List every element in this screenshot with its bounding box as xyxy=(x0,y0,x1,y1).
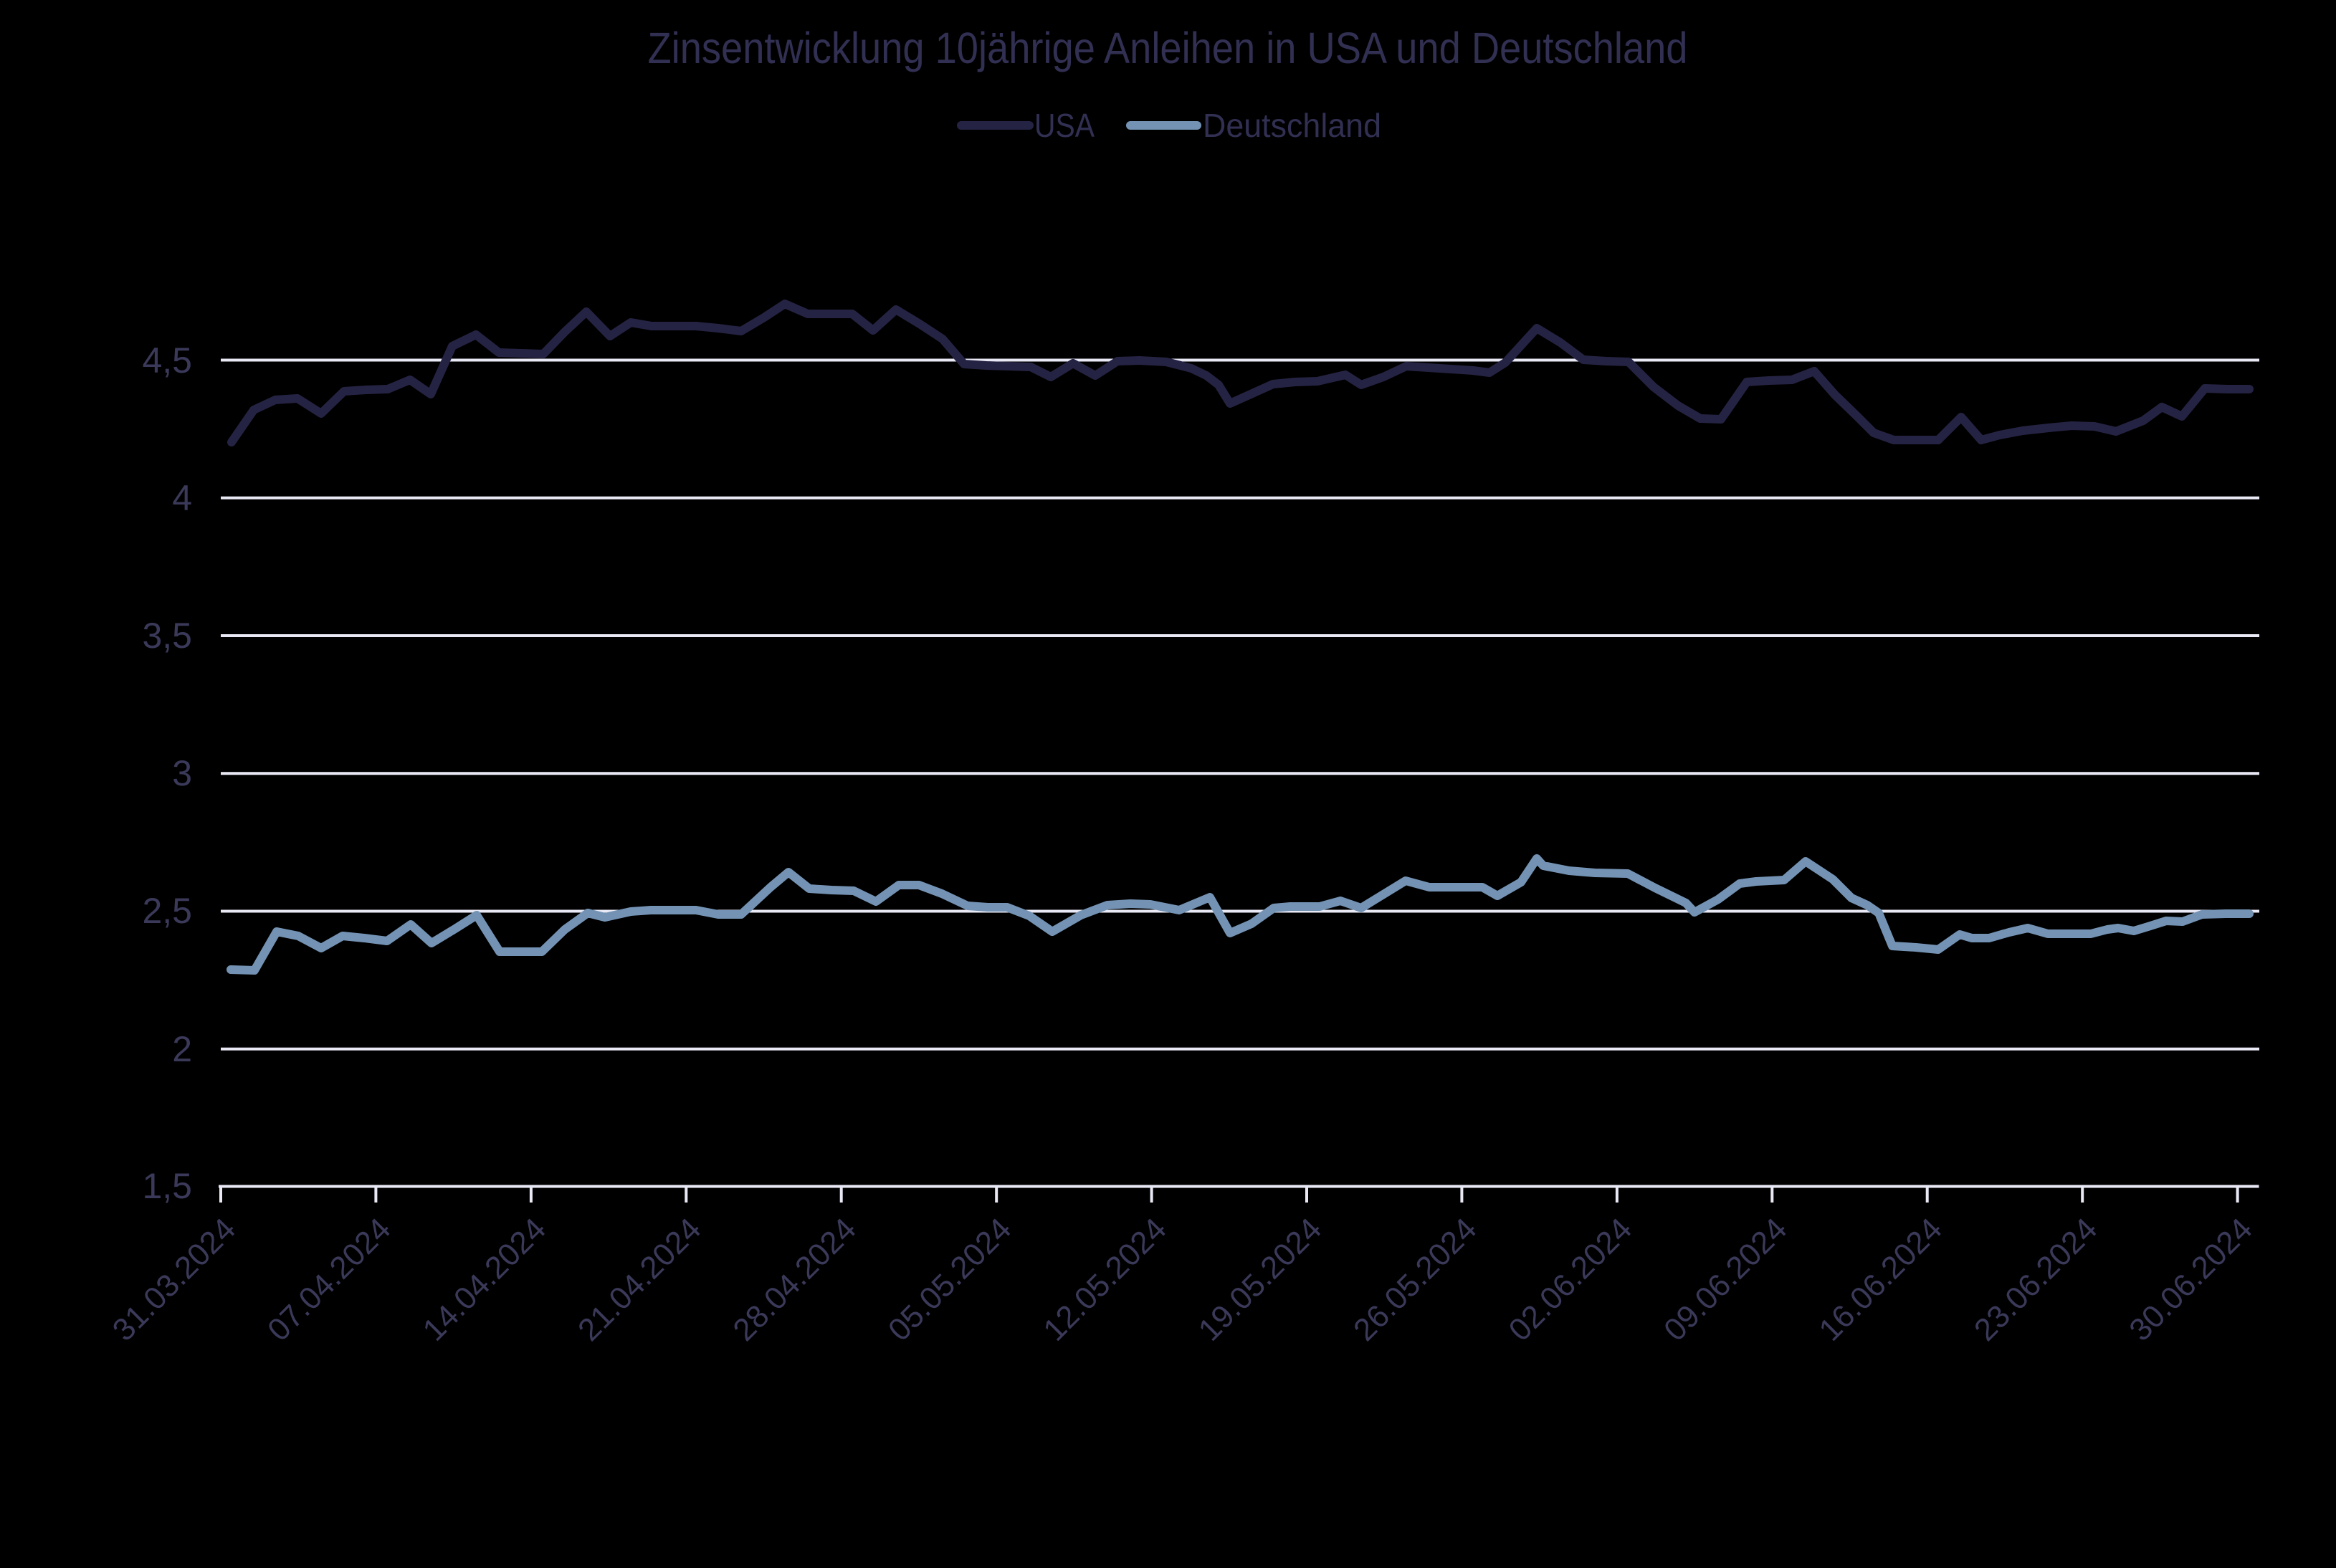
svg-text:09.06.2024: 09.06.2024 xyxy=(1657,1211,1793,1347)
svg-text:4: 4 xyxy=(172,478,192,518)
svg-text:02.06.2024: 02.06.2024 xyxy=(1502,1211,1639,1347)
svg-text:2: 2 xyxy=(172,1029,192,1069)
svg-text:28.04.2024: 28.04.2024 xyxy=(726,1211,862,1347)
svg-text:26.05.2024: 26.05.2024 xyxy=(1347,1211,1483,1347)
svg-text:USA: USA xyxy=(1034,107,1095,144)
svg-text:30.06.2024: 30.06.2024 xyxy=(2122,1211,2259,1347)
svg-text:12.05.2024: 12.05.2024 xyxy=(1036,1211,1173,1347)
svg-text:Deutschland: Deutschland xyxy=(1203,107,1381,144)
svg-text:4,5: 4,5 xyxy=(142,340,192,381)
svg-text:14.04.2024: 14.04.2024 xyxy=(416,1211,553,1347)
svg-text:Zinsentwicklung 10jährige Anle: Zinsentwicklung 10jährige Anleihen in US… xyxy=(648,24,1688,72)
svg-text:2,5: 2,5 xyxy=(142,891,192,931)
svg-text:05.05.2024: 05.05.2024 xyxy=(882,1211,1018,1347)
svg-text:1,5: 1,5 xyxy=(142,1166,192,1206)
svg-text:16.06.2024: 16.06.2024 xyxy=(1812,1211,1948,1347)
svg-text:21.04.2024: 21.04.2024 xyxy=(571,1211,707,1347)
svg-text:23.06.2024: 23.06.2024 xyxy=(1968,1211,2104,1347)
svg-text:07.04.2024: 07.04.2024 xyxy=(261,1211,397,1347)
svg-text:19.05.2024: 19.05.2024 xyxy=(1192,1211,1328,1347)
svg-text:3,5: 3,5 xyxy=(142,616,192,656)
svg-text:3: 3 xyxy=(172,753,192,793)
svg-text:31.03.2024: 31.03.2024 xyxy=(106,1211,242,1347)
